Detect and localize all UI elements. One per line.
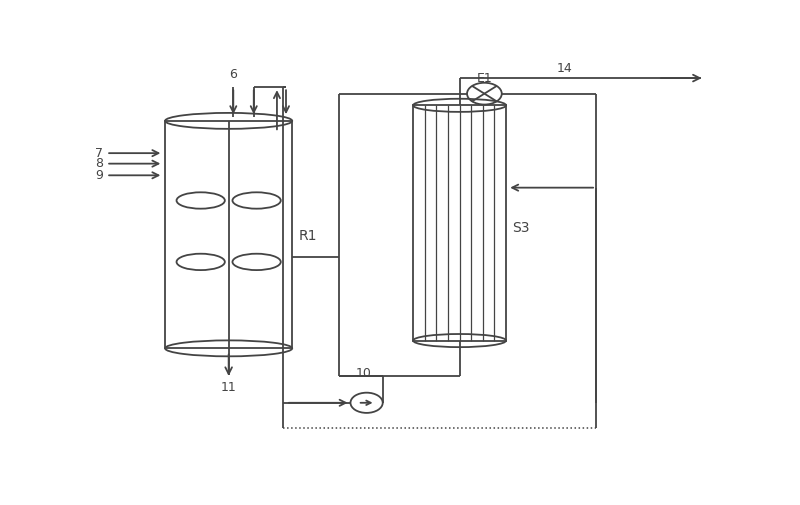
Text: 7: 7	[95, 146, 103, 160]
Text: E1: E1	[477, 72, 492, 85]
Text: 10: 10	[355, 367, 371, 380]
Text: 14: 14	[557, 63, 573, 75]
Bar	[165, 121, 292, 348]
Text: S3: S3	[512, 221, 530, 235]
Text: 8: 8	[95, 157, 103, 170]
Text: 11: 11	[221, 381, 237, 394]
Text: 9: 9	[95, 169, 103, 182]
Text: R1: R1	[298, 229, 317, 242]
Bar	[413, 106, 506, 340]
Text: 6: 6	[230, 69, 238, 81]
